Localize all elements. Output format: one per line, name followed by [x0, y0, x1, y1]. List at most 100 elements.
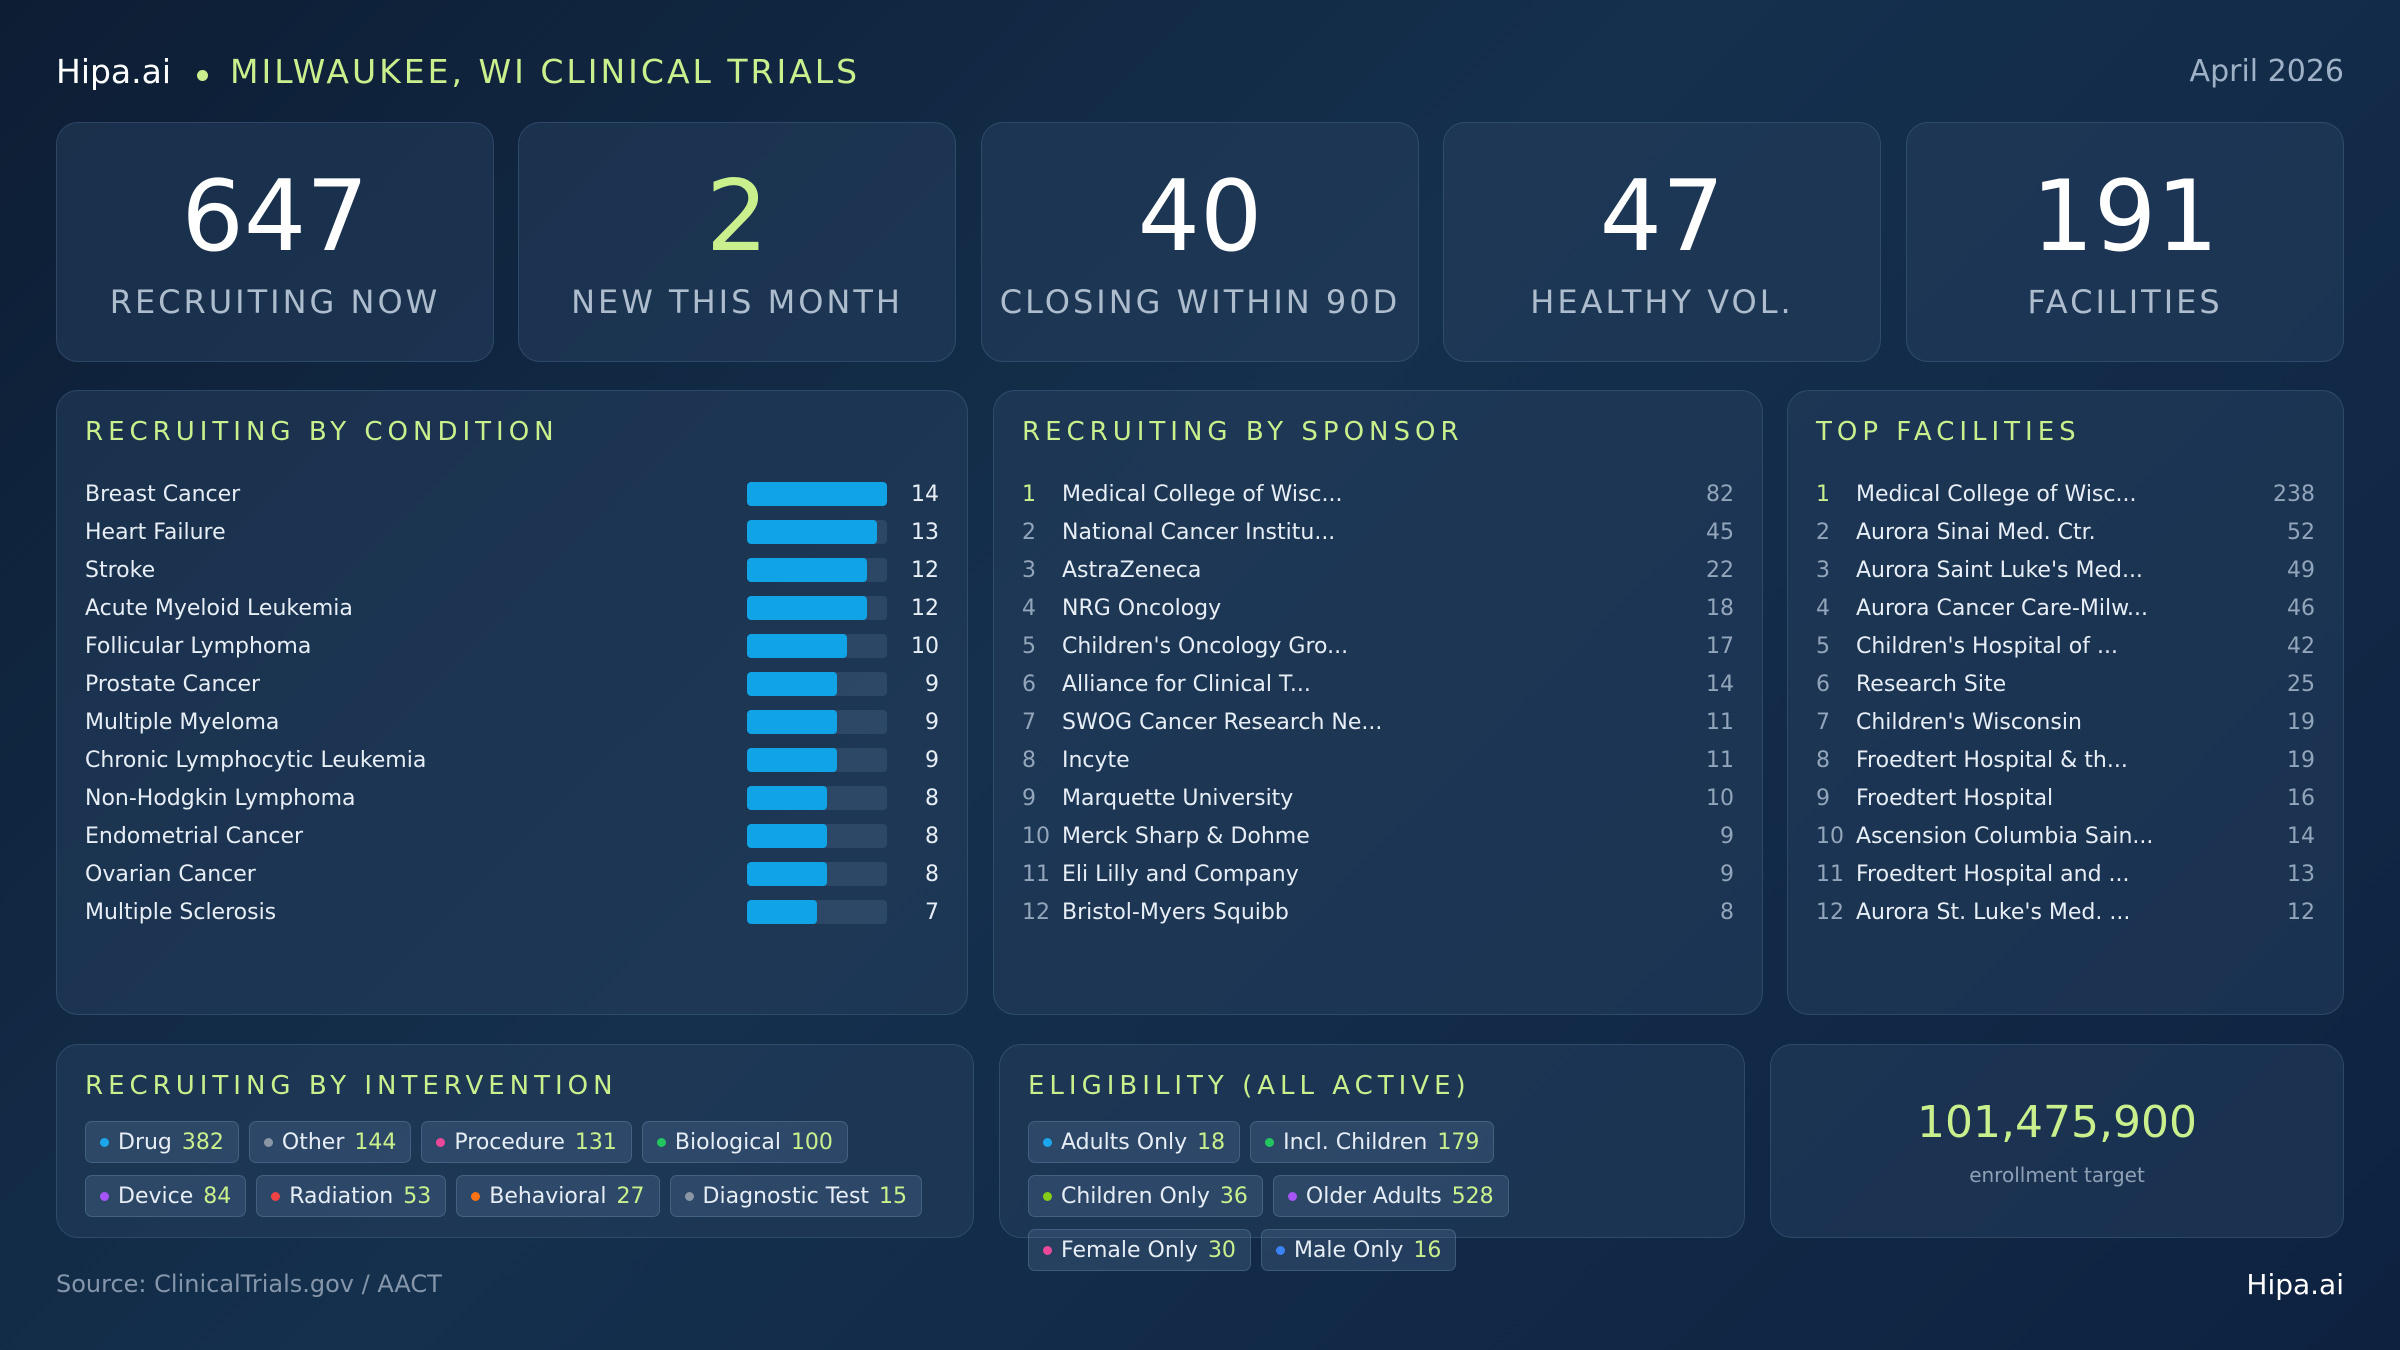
- header-left: Hipa.ai MILWAUKEE, WI CLINICAL TRIALS: [56, 52, 860, 91]
- eligibility-chip-label: Adults Only: [1061, 1129, 1188, 1155]
- condition-bar: [747, 786, 827, 810]
- sponsor-rank: 1: [1022, 481, 1036, 507]
- facility-rank: 12: [1816, 899, 1844, 925]
- kpi-card-closing-within-90d: 40 CLOSING WITHIN 90D: [981, 122, 1419, 362]
- condition-row: Multiple Myeloma 9: [85, 703, 939, 741]
- sponsor-count: 17: [1706, 633, 1734, 659]
- sponsor-name: Marquette University: [1062, 785, 1294, 811]
- sponsor-row: 2 National Cancer Institu... 45: [1022, 513, 1734, 551]
- sponsor-name: SWOG Cancer Research Ne...: [1062, 709, 1383, 735]
- section-title: RECRUITING BY CONDITION: [85, 417, 559, 447]
- legend-dot-icon: [656, 1137, 666, 1147]
- condition-bar: [747, 634, 847, 658]
- sponsor-row: 10 Merck Sharp & Dohme 9: [1022, 817, 1734, 855]
- intervention-chip: Drug 382: [85, 1121, 239, 1163]
- facility-count: 46: [2287, 595, 2315, 621]
- condition-bar: [747, 596, 867, 620]
- condition-row: Acute Myeloid Leukemia 12: [85, 589, 939, 627]
- intervention-panel: RECRUITING BY INTERVENTION Drug 382 Other 1…: [56, 1044, 974, 1238]
- facility-name: Aurora Saint Luke's Med...: [1856, 557, 2143, 583]
- condition-bar-track: [747, 748, 887, 772]
- eligibility-chip-label: Female Only: [1061, 1237, 1198, 1263]
- footer-brand: Hipa.ai: [2246, 1268, 2344, 1301]
- facility-rank: 11: [1816, 861, 1844, 887]
- condition-count: 8: [925, 785, 939, 811]
- facility-count: 19: [2287, 709, 2315, 735]
- sponsor-row: 7 SWOG Cancer Research Ne... 11: [1022, 703, 1734, 741]
- condition-panel: RECRUITING BY CONDITION Breast Cancer 14 H…: [56, 390, 968, 1015]
- sponsor-row: 6 Alliance for Clinical T... 14: [1022, 665, 1734, 703]
- condition-name: Heart Failure: [85, 519, 226, 545]
- condition-count: 10: [911, 633, 939, 659]
- facility-count: 19: [2287, 747, 2315, 773]
- condition-name: Breast Cancer: [85, 481, 241, 507]
- eligibility-chip: Male Only 16: [1260, 1229, 1457, 1271]
- eligibility-chip-value: 528: [1451, 1183, 1494, 1209]
- legend-dot-icon: [271, 1191, 281, 1201]
- sponsor-name: Bristol-Myers Squibb: [1062, 899, 1289, 925]
- intervention-chip-label: Biological: [674, 1129, 781, 1155]
- intervention-chip-label: Diagnostic Test: [702, 1183, 870, 1209]
- condition-bar-track: [747, 862, 887, 886]
- intervention-chip-label: Procedure: [454, 1129, 565, 1155]
- condition-name: Follicular Lymphoma: [85, 633, 312, 659]
- sponsor-count: 9: [1720, 861, 1734, 887]
- sponsor-name: Children's Oncology Gro...: [1062, 633, 1349, 659]
- legend-dot-icon: [1043, 1245, 1052, 1255]
- eligibility-chips: Adults Only 18 Incl. Children 179 Children O…: [1028, 1121, 1724, 1271]
- report-date: April 2026: [2189, 53, 2344, 89]
- eligibility-chip: Adults Only 18: [1028, 1121, 1241, 1163]
- sponsor-row: 8 Incyte 11: [1022, 741, 1734, 779]
- condition-name: Stroke: [85, 557, 156, 583]
- condition-name: Multiple Myeloma: [85, 709, 280, 735]
- sponsor-count: 45: [1706, 519, 1734, 545]
- sponsor-rank: 3: [1022, 557, 1036, 583]
- facility-rank: 9: [1816, 785, 1830, 811]
- eligibility-chip-label: Incl. Children: [1283, 1129, 1428, 1155]
- sponsor-row: 5 Children's Oncology Gro... 17: [1022, 627, 1734, 665]
- condition-row: Stroke 12: [85, 551, 939, 589]
- condition-row: Heart Failure 13: [85, 513, 939, 551]
- kpi-card-new-this-month: 2 NEW THIS MONTH: [518, 122, 956, 362]
- intervention-chip-value: 53: [403, 1183, 432, 1209]
- condition-bar: [747, 520, 877, 544]
- kpi-card-healthy-vol: 47 HEALTHY VOL.: [1443, 122, 1881, 362]
- sponsor-name: Merck Sharp & Dohme: [1062, 823, 1310, 849]
- enrollment-value: 101,475,900: [1917, 1097, 2197, 1148]
- sponsor-rank: 11: [1022, 861, 1050, 887]
- facility-name: Medical College of Wisc...: [1856, 481, 2137, 507]
- facility-count: 25: [2287, 671, 2315, 697]
- sponsor-rank: 12: [1022, 899, 1050, 925]
- facility-row: 2 Aurora Sinai Med. Ctr. 52: [1816, 513, 2315, 551]
- sponsor-name: Alliance for Clinical T...: [1062, 671, 1311, 697]
- intervention-chip-value: 84: [203, 1183, 232, 1209]
- condition-count: 12: [911, 595, 939, 621]
- condition-name: Ovarian Cancer: [85, 861, 256, 887]
- sponsor-rank: 10: [1022, 823, 1050, 849]
- condition-bar-track: [747, 634, 887, 658]
- kpi-label: NEW THIS MONTH: [571, 283, 903, 321]
- sponsor-rank: 8: [1022, 747, 1036, 773]
- condition-row: Breast Cancer 14: [85, 475, 939, 513]
- condition-row: Ovarian Cancer 8: [85, 855, 939, 893]
- condition-count: 8: [925, 861, 939, 887]
- condition-count: 9: [925, 671, 939, 697]
- eligibility-chip-label: Male Only: [1293, 1237, 1404, 1263]
- kpi-card-recruiting-now: 647 RECRUITING NOW: [56, 122, 494, 362]
- condition-count: 8: [925, 823, 939, 849]
- sponsor-count: 14: [1706, 671, 1734, 697]
- facility-count: 12: [2287, 899, 2315, 925]
- legend-dot-icon: [1287, 1191, 1297, 1201]
- condition-bar: [747, 672, 837, 696]
- intervention-chip-value: 15: [879, 1183, 908, 1209]
- condition-bar: [747, 862, 827, 886]
- condition-name: Non-Hodgkin Lymphoma: [85, 785, 356, 811]
- eligibility-chip-value: 179: [1437, 1129, 1480, 1155]
- intervention-chip-value: 27: [616, 1183, 645, 1209]
- facilities-panel: TOP FACILITIES 1 Medical College of Wisc.…: [1787, 390, 2344, 1015]
- condition-count: 14: [911, 481, 939, 507]
- condition-bar-track: [747, 672, 887, 696]
- sponsor-rank: 5: [1022, 633, 1036, 659]
- condition-bar-track: [747, 786, 887, 810]
- condition-bar: [747, 748, 837, 772]
